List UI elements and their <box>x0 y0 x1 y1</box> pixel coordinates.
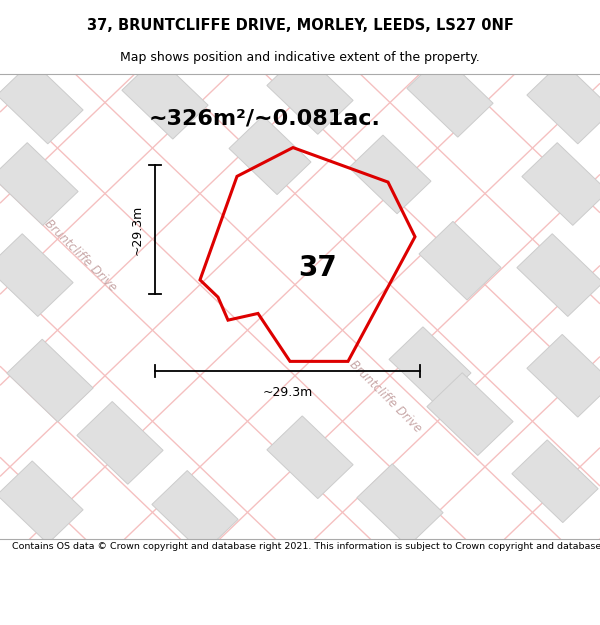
Polygon shape <box>427 372 513 456</box>
Polygon shape <box>77 401 163 484</box>
Text: Bruntcliffe Drive: Bruntcliffe Drive <box>346 358 424 436</box>
Text: Bruntcliffe Drive: Bruntcliffe Drive <box>41 217 119 294</box>
Text: Map shows position and indicative extent of the property.: Map shows position and indicative extent… <box>120 51 480 64</box>
Polygon shape <box>0 461 83 544</box>
Polygon shape <box>229 116 311 194</box>
Polygon shape <box>7 339 93 422</box>
Polygon shape <box>267 52 353 134</box>
Polygon shape <box>527 334 600 417</box>
Polygon shape <box>527 61 600 144</box>
Polygon shape <box>517 234 600 316</box>
Text: 37: 37 <box>298 254 337 282</box>
Polygon shape <box>389 327 471 406</box>
Polygon shape <box>267 416 353 499</box>
Polygon shape <box>0 234 73 316</box>
Polygon shape <box>522 142 600 226</box>
Polygon shape <box>122 56 208 139</box>
Polygon shape <box>349 135 431 214</box>
Polygon shape <box>419 221 501 300</box>
Text: Contains OS data © Crown copyright and database right 2021. This information is : Contains OS data © Crown copyright and d… <box>12 542 600 551</box>
Polygon shape <box>357 464 443 546</box>
Polygon shape <box>512 440 598 522</box>
Polygon shape <box>0 142 78 226</box>
Text: ~326m²/~0.081ac.: ~326m²/~0.081ac. <box>149 109 381 129</box>
Text: 37, BRUNTCLIFFE DRIVE, MORLEY, LEEDS, LS27 0NF: 37, BRUNTCLIFFE DRIVE, MORLEY, LEEDS, LS… <box>86 18 514 33</box>
Polygon shape <box>407 54 493 137</box>
Polygon shape <box>152 471 238 553</box>
Polygon shape <box>0 61 83 144</box>
Text: ~29.3m: ~29.3m <box>131 204 143 254</box>
Text: ~29.3m: ~29.3m <box>262 386 313 399</box>
